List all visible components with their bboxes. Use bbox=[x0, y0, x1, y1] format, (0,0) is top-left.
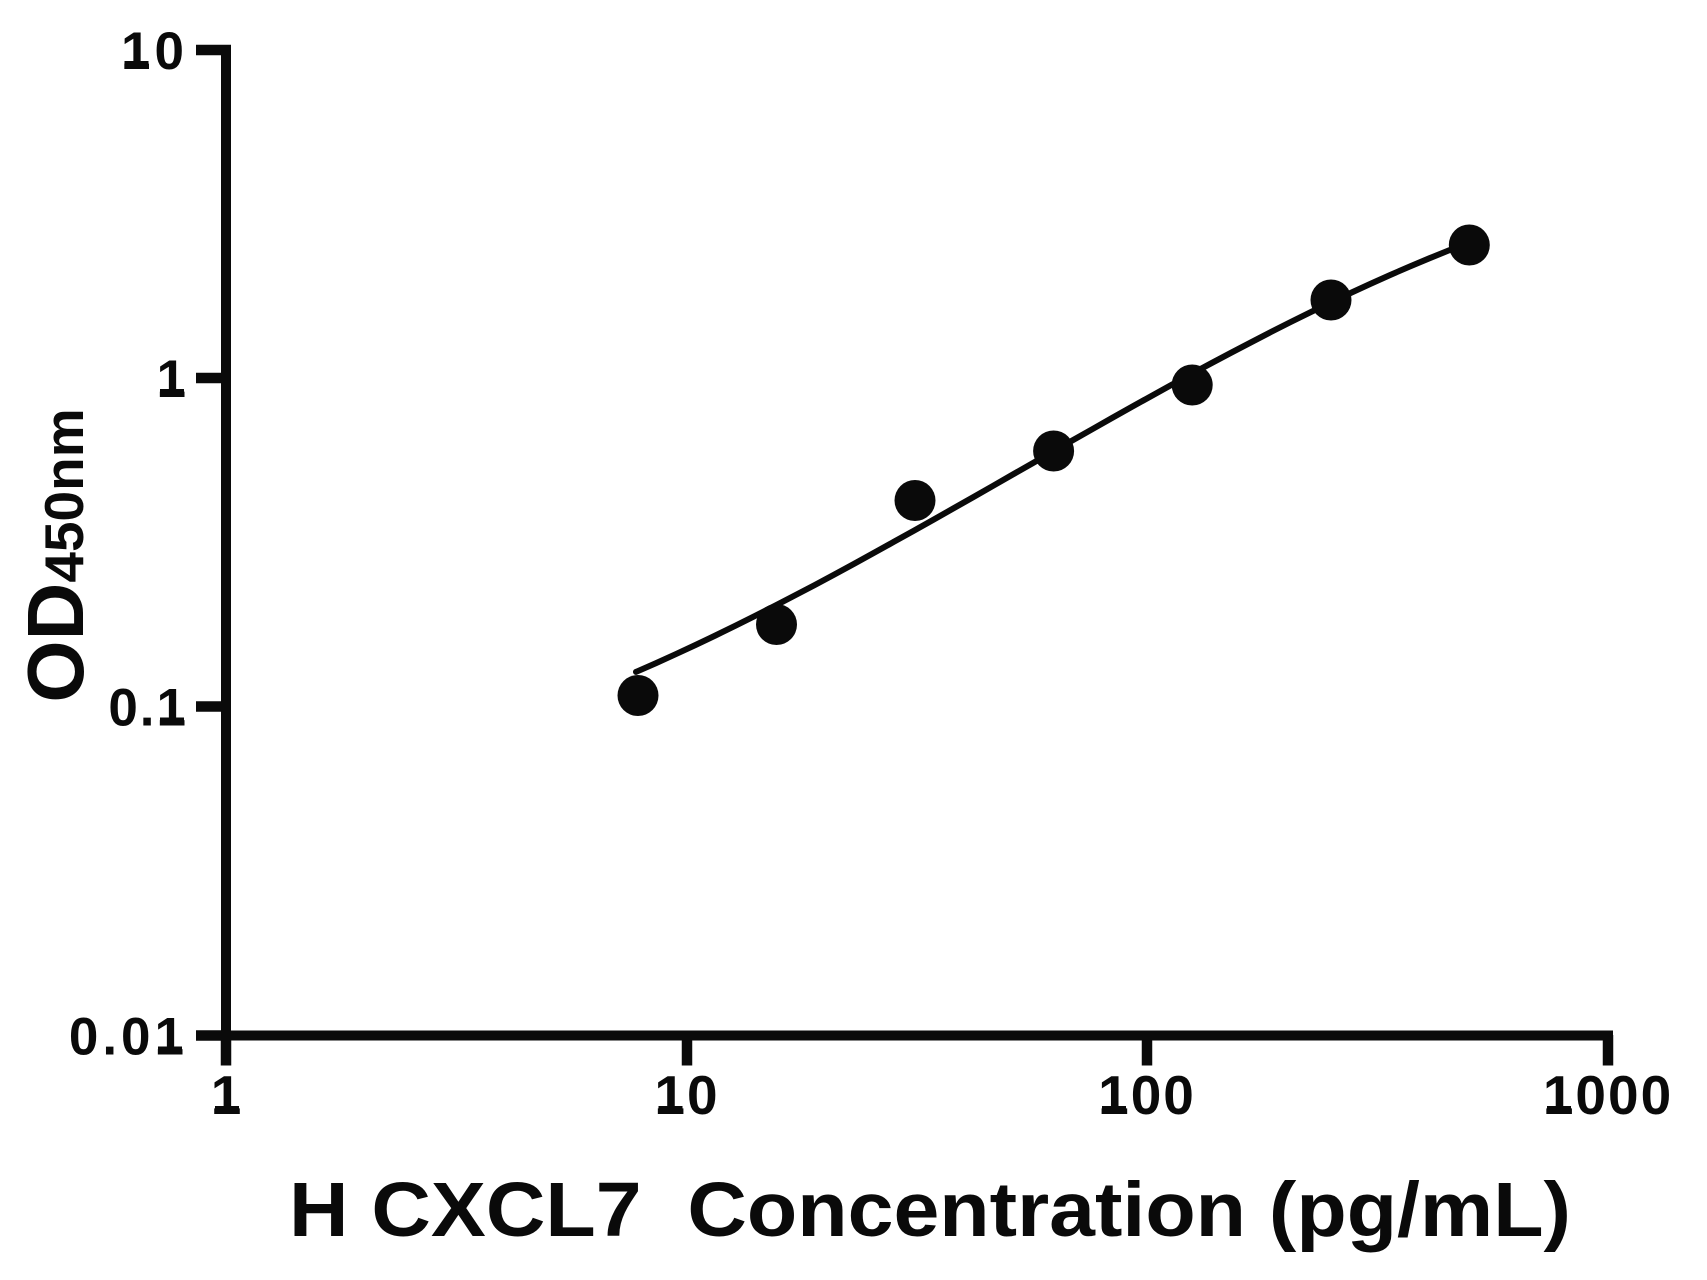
svg-text:100: 100 bbox=[1098, 1064, 1196, 1126]
svg-text:OD450nm: OD450nm bbox=[11, 408, 100, 702]
svg-text:0.1: 0.1 bbox=[108, 679, 188, 738]
svg-text:0.01: 0.01 bbox=[69, 1008, 188, 1067]
svg-text:1: 1 bbox=[157, 350, 188, 409]
svg-text:1000: 1000 bbox=[1543, 1064, 1673, 1126]
svg-text:H CXCL7 Concentration (pg/mL): H CXCL7 Concentration (pg/mL) bbox=[289, 1167, 1571, 1253]
svg-text:1: 1 bbox=[211, 1064, 244, 1126]
svg-text:10: 10 bbox=[121, 22, 188, 81]
svg-text:10: 10 bbox=[654, 1064, 719, 1126]
